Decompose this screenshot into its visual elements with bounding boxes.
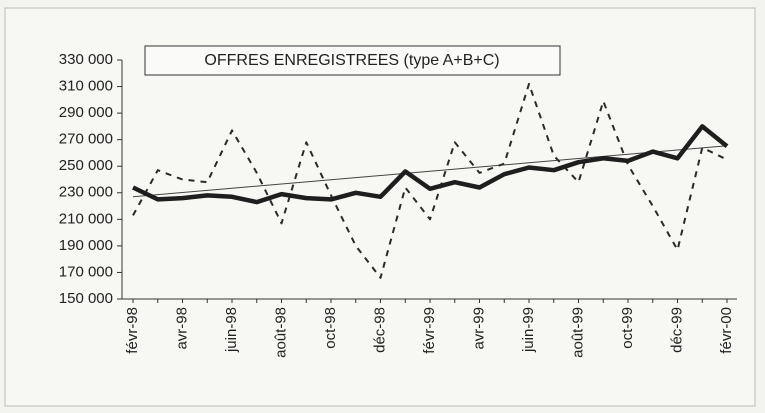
x-tick-label: févr-00 xyxy=(718,307,735,354)
title-box xyxy=(144,45,561,76)
y-tick-label: 250 000 xyxy=(59,157,113,174)
x-tick-label: févr-98 xyxy=(124,307,141,354)
y-tick-label: 330 000 xyxy=(59,51,113,68)
series-line xyxy=(132,145,728,198)
series-line xyxy=(132,124,729,205)
x-tick-label: avr-98 xyxy=(173,307,190,350)
x-tick-label: oct-99 xyxy=(619,307,636,349)
y-tick-label: 290 000 xyxy=(59,104,113,121)
x-tick-label: juin-99 xyxy=(520,307,537,353)
y-tick-label: 310 000 xyxy=(59,78,113,95)
y-tick-label: 270 000 xyxy=(59,131,113,148)
x-tick-label: août-99 xyxy=(569,307,586,358)
x-tick-label: août-98 xyxy=(272,307,289,358)
y-tick-label: 170 000 xyxy=(59,263,113,280)
x-tick-label: déc-98 xyxy=(371,307,388,353)
y-tick-label: 230 000 xyxy=(59,184,113,201)
x-tick-label: juin-98 xyxy=(223,307,240,353)
chart-title: OFFRES ENREGISTREES (type A+B+C) xyxy=(204,52,499,69)
y-tick-label: 190 000 xyxy=(59,237,113,254)
y-tick-label: 210 000 xyxy=(59,210,113,227)
x-tick-label: avr-99 xyxy=(470,307,487,350)
y-tick-label: 150 000 xyxy=(59,290,113,307)
x-tick-label: févr-99 xyxy=(421,307,438,354)
x-tick-label: oct-98 xyxy=(322,307,339,349)
x-tick-label: déc-99 xyxy=(668,307,685,353)
series-line xyxy=(132,82,728,279)
